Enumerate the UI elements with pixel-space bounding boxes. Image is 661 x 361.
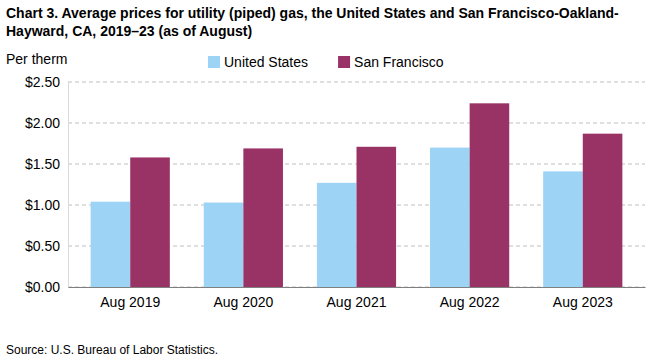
y-tick: $0.50 <box>25 238 68 254</box>
x-tick-label: Aug 2023 <box>553 294 613 310</box>
y-tick-label: $1.00 <box>25 197 60 213</box>
bar <box>243 148 283 287</box>
bar <box>543 171 583 287</box>
bar <box>430 148 470 287</box>
bar <box>317 183 357 287</box>
y-axis: $0.00 $0.50 $1.00 $1.50 $2.00 $2.50 <box>25 74 69 295</box>
title-line: Chart 3. Average prices for utility (pip… <box>6 5 619 21</box>
y-tick: $1.00 <box>25 197 68 213</box>
bar <box>91 202 131 287</box>
x-tick: Aug 2022 <box>440 287 500 310</box>
y-tick-label: $2.50 <box>25 74 60 90</box>
bar <box>583 134 623 287</box>
y-axis-line <box>68 83 69 288</box>
x-tick: Aug 2021 <box>327 287 387 310</box>
bar <box>130 157 170 287</box>
x-tick-label: Aug 2021 <box>327 294 387 310</box>
x-tick: Aug 2023 <box>553 287 613 310</box>
title-line: Hayward, CA, 2019–23 (as of August) <box>6 23 252 39</box>
y-tick: $2.50 <box>25 74 68 90</box>
y-tick-label: $1.50 <box>25 156 60 172</box>
legend-label: United States <box>224 54 308 70</box>
legend: United States San Francisco <box>208 54 444 70</box>
y-tick-label: $2.00 <box>25 115 60 131</box>
y-tick: $1.50 <box>25 156 68 172</box>
x-axis: Aug 2019 Aug 2020 Aug 2021 Aug 2022 Aug 2023 <box>69 287 646 310</box>
bar <box>204 203 244 287</box>
x-axis-line <box>69 287 646 288</box>
chart: Chart 3. Average prices for utility (pip… <box>0 0 661 361</box>
title: Chart 3. Average prices for utility (pip… <box>6 5 619 39</box>
bar <box>357 147 397 287</box>
y-tick: $0.00 <box>25 279 68 295</box>
bar <box>470 103 510 287</box>
x-tick-label: Aug 2022 <box>440 294 500 310</box>
x-tick: Aug 2020 <box>213 287 273 310</box>
grid-line <box>68 82 645 83</box>
grid <box>68 82 645 287</box>
legend-label: San Francisco <box>354 54 444 70</box>
x-tick-label: Aug 2020 <box>213 294 273 310</box>
y-axis-title: Per therm <box>6 51 67 67</box>
bars <box>91 103 623 287</box>
source: Source: U.S. Bureau of Labor Statistics. <box>6 343 218 357</box>
x-tick: Aug 2019 <box>100 287 160 310</box>
y-tick-label: $0.00 <box>25 279 60 295</box>
legend-swatch <box>338 56 350 68</box>
y-tick-label: $0.50 <box>25 238 60 254</box>
x-tick-label: Aug 2019 <box>100 294 160 310</box>
grid-line <box>68 123 645 124</box>
legend-swatch <box>208 56 220 68</box>
y-tick: $2.00 <box>25 115 68 131</box>
